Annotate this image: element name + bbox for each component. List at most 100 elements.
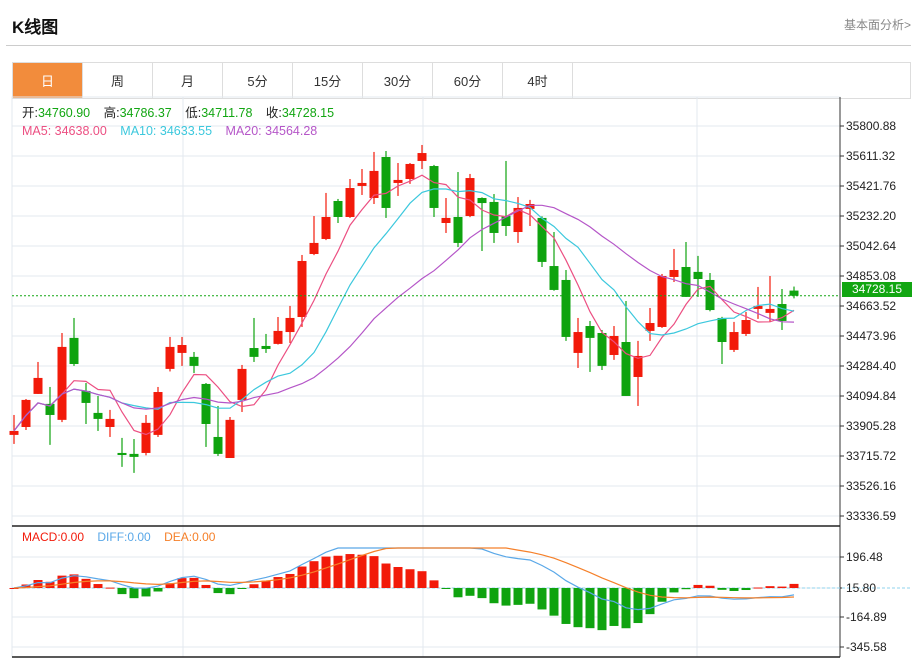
macd-bar-positive	[9, 588, 19, 589]
macd-bar-negative	[465, 588, 475, 596]
ma10-line	[13, 188, 795, 432]
open-value: 34760.90	[37, 106, 91, 120]
candle-up	[729, 332, 739, 350]
macd-bar-negative	[213, 588, 223, 594]
diff-value: DIFF:0.00	[97, 530, 151, 544]
candle-up	[645, 323, 655, 331]
macd-value: MACD:0.00	[22, 530, 85, 544]
tab-60min[interactable]: 60分	[433, 63, 503, 98]
price-axis-label: 33526.16	[846, 479, 897, 493]
header-divider	[6, 45, 911, 46]
high-label: 高:	[103, 106, 120, 120]
candle-up	[657, 276, 667, 327]
candle-down	[693, 271, 703, 280]
candle-down	[789, 290, 799, 296]
tab-week[interactable]: 周	[83, 63, 153, 98]
price-axis-label: 35232.20	[846, 209, 897, 223]
candle-up	[321, 216, 331, 239]
candle-up	[669, 269, 679, 277]
candle-down	[561, 279, 571, 337]
macd-bar-negative	[513, 588, 523, 605]
macd-bar-positive	[105, 587, 115, 589]
candle-up	[513, 207, 523, 233]
candle-up	[273, 330, 283, 344]
macd-bar-negative	[141, 588, 151, 597]
close-label: 收:	[265, 106, 282, 120]
macd-bar-negative	[729, 588, 739, 591]
candle-down	[537, 217, 547, 262]
tab-4hour[interactable]: 4时	[503, 63, 573, 98]
candle-down	[681, 266, 691, 297]
macd-bar-positive	[261, 580, 271, 588]
macd-bar-negative	[597, 588, 607, 631]
page-title: K线图	[12, 18, 59, 37]
macd-bar-positive	[81, 578, 91, 588]
dea-value: DEA:0.00	[164, 530, 216, 544]
macd-bar-positive	[357, 554, 367, 588]
macd-bar-positive	[369, 556, 379, 588]
price-axis-label: 34284.40	[846, 359, 897, 373]
candle-up	[405, 163, 415, 179]
tab-day[interactable]: 日	[13, 63, 83, 98]
fundamental-analysis-link[interactable]: 基本面分析>	[843, 18, 911, 32]
candle-up	[285, 317, 295, 333]
ma20-value: MA20: 34564.28	[225, 124, 318, 138]
macd-bar-negative	[525, 588, 535, 604]
macd-bar-positive	[45, 581, 55, 588]
macd-bar-positive	[33, 580, 43, 588]
macd-bar-positive	[57, 575, 67, 588]
macd-bar-positive	[201, 584, 211, 588]
macd-bar-positive	[321, 556, 331, 588]
macd-axis-label: -164.89	[846, 610, 887, 624]
tab-5min[interactable]: 5分	[223, 63, 293, 98]
candle-up	[33, 377, 43, 394]
macd-bar-negative	[573, 588, 583, 628]
candle-up	[177, 345, 187, 353]
candle-down	[777, 304, 787, 321]
candle-down	[381, 157, 391, 208]
dea-line	[13, 547, 795, 599]
candle-up	[753, 305, 763, 309]
candle-down	[81, 390, 91, 403]
price-axis-label: 33715.72	[846, 449, 897, 463]
macd-bar-positive	[765, 586, 775, 588]
price-axis-label: 34473.96	[846, 329, 897, 343]
macd-bar-positive	[285, 573, 295, 588]
macd-bar-positive	[93, 584, 103, 588]
price-axis-label: 33336.59	[846, 509, 897, 523]
price-axis-label: 35611.32	[846, 149, 896, 163]
macd-bar-negative	[549, 588, 559, 616]
candle-down	[333, 200, 343, 217]
candle-up	[225, 419, 235, 459]
macd-bar-positive	[693, 584, 703, 588]
macd-bar-positive	[165, 583, 175, 588]
macd-bar-negative	[501, 588, 511, 606]
macd-bar-positive	[789, 583, 799, 588]
candle-down	[705, 279, 715, 311]
candle-up	[165, 346, 175, 369]
macd-bar-positive	[405, 569, 415, 588]
candle-down	[477, 197, 487, 204]
tab-15min[interactable]: 15分	[293, 63, 363, 98]
macd-bar-positive	[705, 585, 715, 588]
macd-bar-positive	[381, 563, 391, 588]
candle-down	[69, 337, 79, 365]
candle-up	[237, 368, 247, 400]
macd-bar-positive	[417, 571, 427, 588]
candle-up	[465, 178, 475, 217]
tab-month[interactable]: 月	[153, 63, 223, 98]
macd-axis-label: 196.48	[846, 550, 883, 564]
price-axis-label: 34663.52	[846, 299, 897, 313]
candle-up	[441, 217, 451, 223]
macd-legend: MACD:0.00 DIFF:0.00 DEA:0.00	[22, 530, 225, 544]
macd-bar-positive	[333, 555, 343, 588]
price-axis-label: 33905.28	[846, 419, 897, 433]
macd-bar-positive	[309, 561, 319, 588]
tab-30min[interactable]: 30分	[363, 63, 433, 98]
low-value: 34711.78	[201, 106, 253, 120]
macd-bar-positive	[273, 577, 283, 588]
ma20-line	[13, 204, 795, 432]
candle-up	[57, 346, 67, 420]
macd-bar-negative	[537, 588, 547, 610]
